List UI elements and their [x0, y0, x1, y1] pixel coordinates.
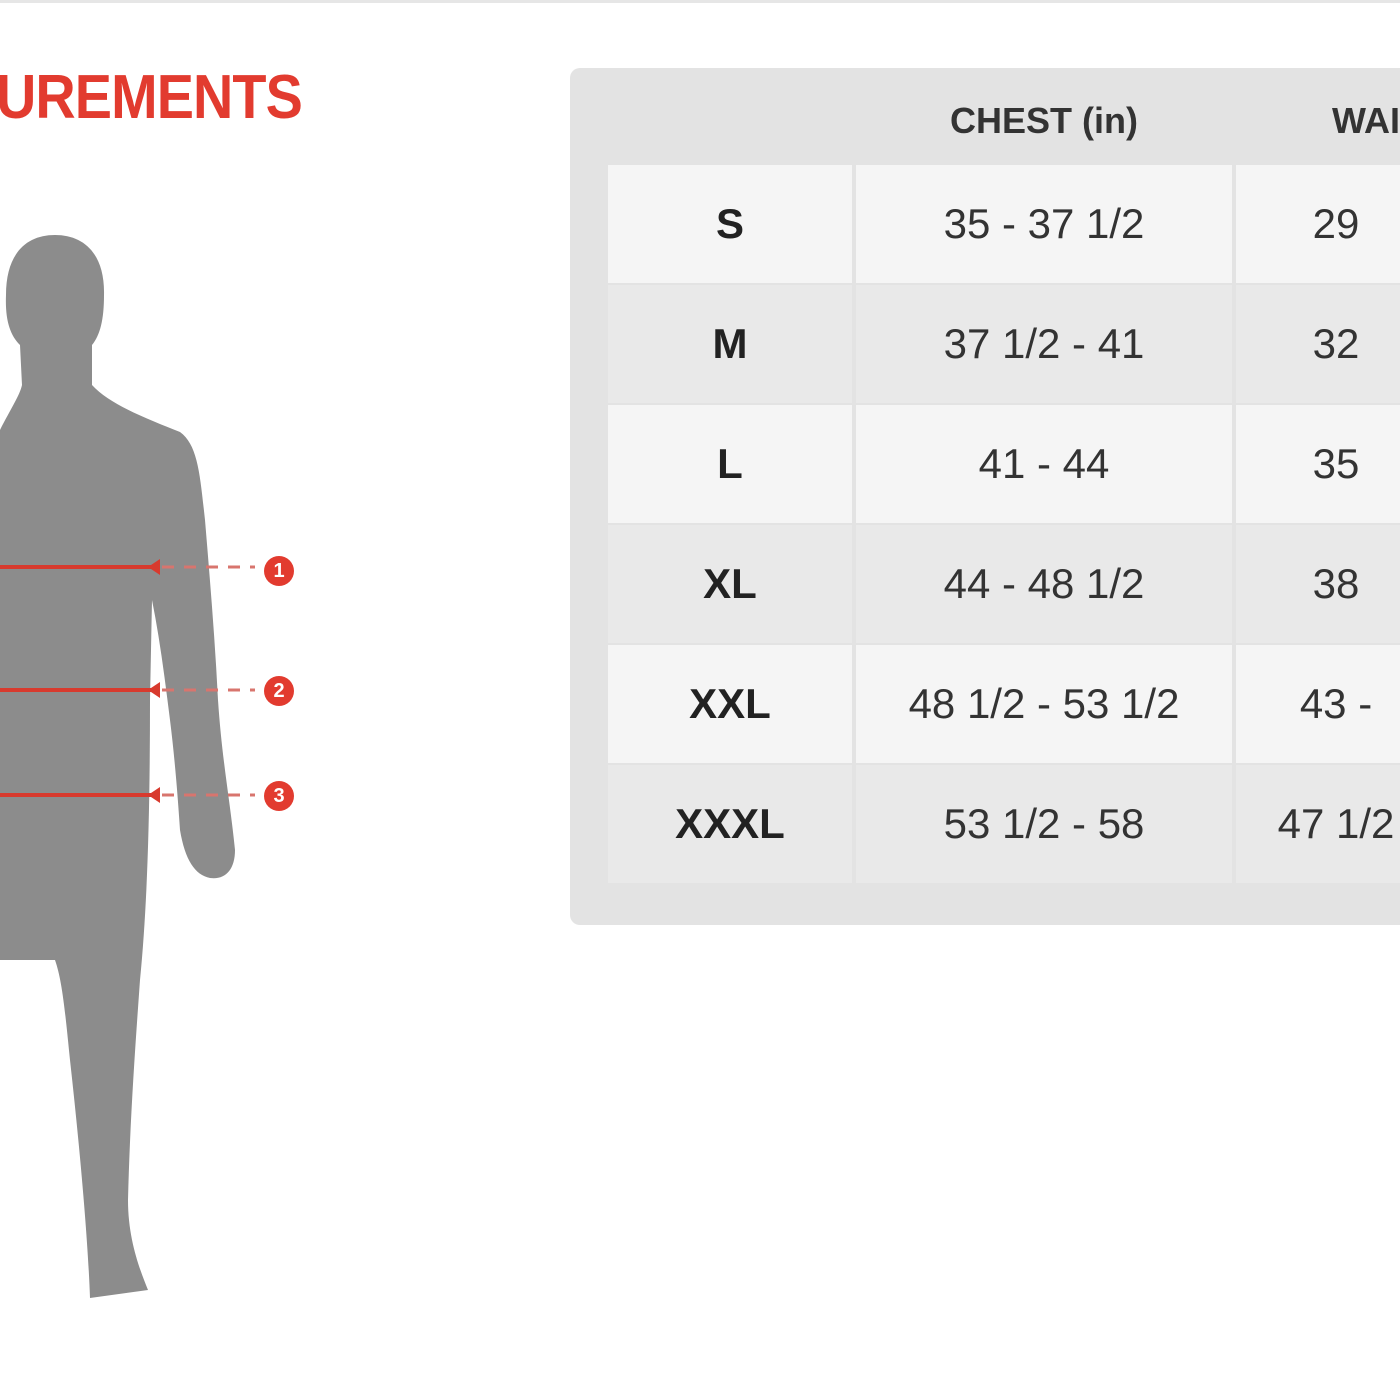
size-cell: S — [608, 165, 852, 283]
marker-badge-3: 3 — [264, 781, 294, 811]
chest-cell: 41 - 44 — [856, 405, 1232, 523]
chest-cell: 48 1/2 - 53 1/2 — [856, 645, 1232, 763]
body-silhouette — [0, 235, 255, 1298]
marker-badge-1: 1 — [264, 556, 294, 586]
waist-cell: 35 — [1236, 405, 1400, 523]
waist-cell: 47 1/2 — [1236, 765, 1400, 883]
chest-cell: 37 1/2 - 41 — [856, 285, 1232, 403]
table-row: S 35 - 37 1/2 29 — [608, 165, 1400, 283]
table-row: XL 44 - 48 1/2 38 — [608, 525, 1400, 643]
size-cell: XL — [608, 525, 852, 643]
waist-cell: 32 — [1236, 285, 1400, 403]
measure-line-1 — [0, 559, 255, 575]
measure-line-2 — [0, 682, 255, 698]
waist-cell: 38 — [1236, 525, 1400, 643]
header-waist: WAI — [1332, 100, 1400, 141]
chest-cell: 53 1/2 - 58 — [856, 765, 1232, 883]
size-cell: M — [608, 285, 852, 403]
table-row: L 41 - 44 35 — [608, 405, 1400, 523]
chest-cell: 35 - 37 1/2 — [856, 165, 1232, 283]
table-row: XXXL 53 1/2 - 58 47 1/2 — [608, 765, 1400, 883]
header-chest: CHEST (in) — [950, 100, 1138, 141]
table-row: XXL 48 1/2 - 53 1/2 43 - — [608, 645, 1400, 763]
top-divider — [0, 0, 1400, 3]
waist-cell: 29 — [1236, 165, 1400, 283]
page-title: UREMENTS — [0, 63, 303, 132]
marker-badge-2: 2 — [264, 676, 294, 706]
size-cell: L — [608, 405, 852, 523]
size-cell: XXXL — [608, 765, 852, 883]
waist-cell: 43 - — [1236, 645, 1400, 763]
table-row: M 37 1/2 - 41 32 — [608, 285, 1400, 403]
chest-cell: 44 - 48 1/2 — [856, 525, 1232, 643]
measure-line-3 — [0, 787, 255, 803]
size-cell: XXL — [608, 645, 852, 763]
silhouette-shape — [0, 235, 235, 1298]
